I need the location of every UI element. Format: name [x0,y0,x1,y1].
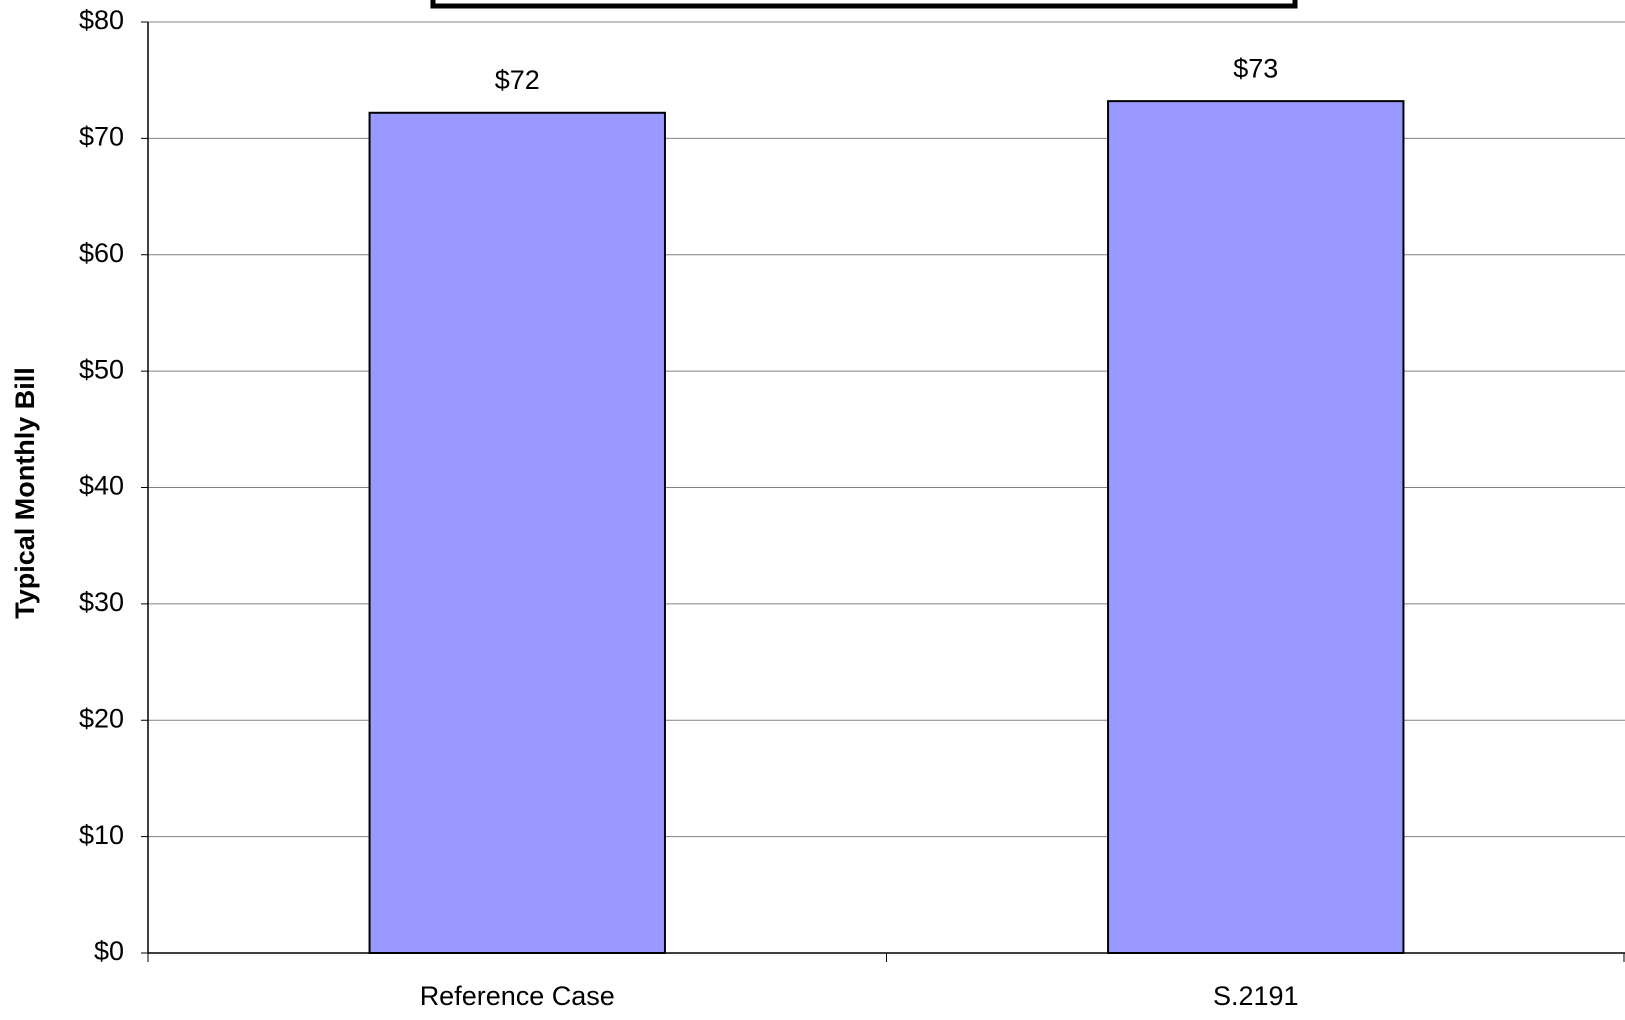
y-tick-label: $0 [94,936,124,966]
value-label: $73 [1233,53,1278,83]
value-label: $72 [495,65,540,95]
x-tick-label: Reference Case [420,981,615,1011]
bar [1107,100,1405,954]
y-tick-label: $70 [79,122,124,152]
title-box [430,0,1298,9]
bar [368,111,666,954]
y-tick-label: $30 [79,587,124,617]
y-tick-label: $80 [79,5,124,35]
x-tick-label: S.2191 [1213,981,1299,1011]
y-tick-label: $50 [79,354,124,384]
y-tick-label: $60 [79,238,124,268]
y-tick-label: $10 [79,820,124,850]
y-axis-title: Typical Monthly Bill [10,367,40,619]
y-tick-label: $40 [79,471,124,501]
y-tick-label: $20 [79,703,124,733]
